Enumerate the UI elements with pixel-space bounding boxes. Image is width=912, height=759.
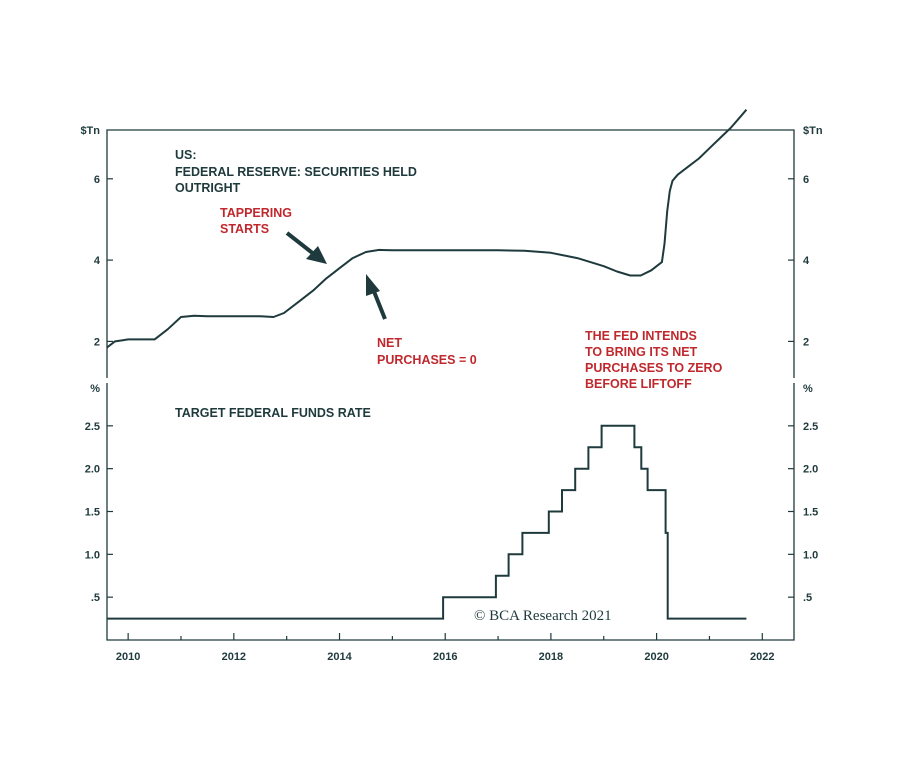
x-tick-label: 2010 xyxy=(116,651,140,663)
top-y-tick-label-right: 2 xyxy=(803,336,809,348)
bottom-y-axis: .5 .5 1.0 1.0 1.5 1.5 2.0 2.0 2.5 2.5 xyxy=(85,421,819,604)
top-y-tick-label-right: 4 xyxy=(803,255,810,267)
bottom-panel-frame xyxy=(106,383,795,641)
top-series-group xyxy=(106,109,748,349)
x-axis: 2010 2012 2014 2016 2018 2020 2022 xyxy=(116,633,775,663)
bottom-y-tick-label-left: 2.0 xyxy=(85,464,100,476)
x-tick-label: 2020 xyxy=(644,651,668,663)
bottom-y-tick-label-right: 2.5 xyxy=(803,421,818,433)
top-y-tick-label-left: 2 xyxy=(94,336,100,348)
bottom-unit-right: % xyxy=(803,383,813,395)
bottom-unit-left: % xyxy=(90,383,100,395)
annotation-liftoff-line-2: TO BRING ITS NET xyxy=(585,345,698,359)
bottom-y-tick-label-left: 1.5 xyxy=(85,507,100,519)
arrow-net-purchases xyxy=(366,274,387,320)
x-tick-label: 2014 xyxy=(327,651,352,663)
annotation-liftoff-line-1: THE FED INTENDS xyxy=(585,329,697,343)
bottom-y-tick-label-left: 2.5 xyxy=(85,421,100,433)
top-unit-right: $Tn xyxy=(803,125,823,137)
annotation-net-purchases-line-1: NET xyxy=(377,336,402,350)
x-tick-label: 2018 xyxy=(539,651,563,663)
x-tick-label: 2012 xyxy=(222,651,246,663)
x-tick-label: 2016 xyxy=(433,651,457,663)
annotation-tapering-line-1: TAPPERING xyxy=(220,206,292,220)
top-unit-left: $Tn xyxy=(80,125,100,137)
bottom-y-tick-label-right: 2.0 xyxy=(803,464,818,476)
bottom-title: TARGET FEDERAL FUNDS RATE xyxy=(175,406,371,420)
top-title-line-3: OUTRIGHT xyxy=(175,181,241,195)
arrow-tapering xyxy=(285,231,327,264)
bottom-y-tick-label-right: 1.0 xyxy=(803,549,818,561)
bca-logo: © BCA Research 2021 xyxy=(474,608,612,624)
top-title-line-1: US: xyxy=(175,148,197,162)
bottom-series-group xyxy=(107,424,747,620)
top-title-line-2: FEDERAL RESERVE: SECURITIES HELD xyxy=(175,165,417,179)
top-y-tick-label-right: 6 xyxy=(803,174,809,186)
securities-held-line xyxy=(106,109,748,349)
bottom-y-tick-label-right: .5 xyxy=(803,592,812,604)
top-y-tick-label-left: 4 xyxy=(94,255,101,267)
bottom-y-tick-label-left: 1.0 xyxy=(85,549,100,561)
top-y-axis: 2 2 4 4 6 6 xyxy=(94,174,810,349)
fed-funds-rate-step-line xyxy=(107,424,747,620)
x-tick-label: 2022 xyxy=(750,651,774,663)
bottom-y-tick-label-right: 1.5 xyxy=(803,507,818,519)
top-y-tick-label-left: 6 xyxy=(94,174,100,186)
annotation-net-purchases-line-2: PURCHASES = 0 xyxy=(377,353,477,367)
annotation-liftoff-line-4: BEFORE LIFTOFF xyxy=(585,377,692,391)
annotation-tapering-line-2: STARTS xyxy=(220,222,269,236)
top-panel-frame xyxy=(106,129,795,378)
annotation-liftoff-line-3: PURCHASES TO ZERO xyxy=(585,361,723,375)
bottom-y-tick-label-left: .5 xyxy=(91,592,100,604)
